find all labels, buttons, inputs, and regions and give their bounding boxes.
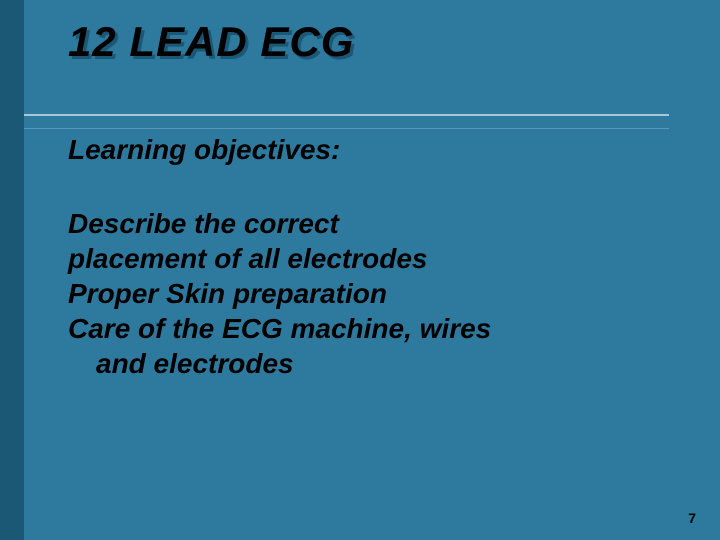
body-line: Proper Skin preparation: [68, 276, 690, 311]
body-line: Care of the ECG machine, wires: [68, 311, 690, 346]
divider-line-bottom: [24, 128, 669, 130]
body-line: Describe the correct: [68, 206, 690, 241]
left-accent-strip: [0, 0, 24, 540]
body-line: and electrodes: [68, 346, 690, 381]
slide-main-area: 12 LEAD ECG Learning objectives: Describ…: [24, 0, 720, 540]
slide-title: 12 LEAD ECG: [68, 18, 690, 66]
slide-subtitle: Learning objectives:: [68, 134, 690, 166]
body-line: placement of all electrodes: [68, 241, 690, 276]
slide: 12 LEAD ECG Learning objectives: Describ…: [0, 0, 720, 540]
page-number: 7: [688, 510, 696, 526]
slide-body: Describe the correct placement of all el…: [68, 206, 690, 381]
divider-line-top: [24, 114, 669, 116]
